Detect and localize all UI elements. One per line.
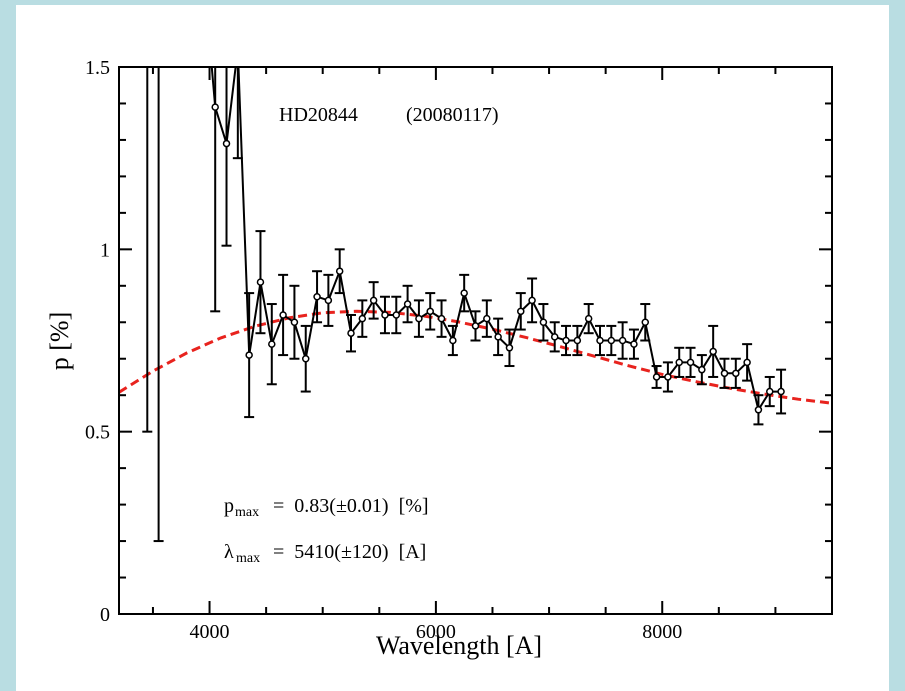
data-point: [573, 336, 582, 345]
data-point: [290, 318, 299, 327]
data-point: [607, 336, 616, 345]
data-point: [528, 296, 536, 305]
data-point: [381, 311, 389, 319]
data-point: [562, 336, 570, 345]
data-point: [335, 267, 344, 275]
data-point: [709, 347, 717, 356]
data-line: [210, 67, 782, 413]
data-point: [686, 358, 695, 367]
data-point: [754, 406, 763, 414]
data-point: [245, 351, 253, 359]
data-point: [392, 311, 401, 319]
data-point: [235, 46, 241, 52]
data-point: [630, 340, 638, 348]
data-point: [766, 387, 774, 396]
y-axis-label: p [%]: [45, 312, 74, 370]
data-point: [483, 314, 491, 323]
data-point: [618, 336, 627, 345]
data-point: [720, 369, 729, 378]
y-tick-label: 0: [100, 604, 110, 626]
data-point: [732, 369, 740, 378]
plot-frame: [118, 66, 833, 615]
y-tick-label: 1: [100, 239, 110, 261]
data-point: [324, 296, 333, 305]
data-point: [743, 358, 751, 367]
data-point: [539, 318, 548, 327]
data-point: [675, 358, 683, 367]
data-series-group: [142, 46, 787, 543]
lambda-max-symbol: λ: [224, 541, 234, 563]
x-tick-label: 4000: [190, 621, 230, 643]
data-point: [596, 336, 604, 345]
data-point: [211, 103, 219, 111]
pmax-symbol: p: [224, 495, 234, 517]
data-point: [437, 314, 446, 323]
data-point: [494, 333, 502, 341]
data-point: [449, 336, 457, 345]
pmax-value: = 0.83(±0.01) [%]: [273, 495, 429, 517]
data-point: [347, 329, 355, 337]
data-point: [279, 311, 287, 319]
data-point: [301, 354, 310, 363]
chart-panel: 4000 6000 8000 0 0.5 1 1.5 Wavelength [A] p [%…: [16, 5, 889, 691]
data-point: [664, 373, 672, 381]
y-tick-label: 1.5: [85, 57, 110, 79]
data-point: [471, 322, 480, 330]
object-name-annotation: HD20844: [279, 104, 358, 126]
data-point: [358, 314, 367, 323]
data-point: [313, 292, 321, 301]
lambda-max-annotation: λ max = 5410(±120) [A]: [224, 541, 426, 566]
x-tick-label: 8000: [642, 621, 682, 643]
x-tick-label: 6000: [416, 621, 456, 643]
lambda-max-subscript: max: [236, 551, 260, 566]
y-tick-label: 0.5: [85, 422, 110, 444]
pmax-subscript: max: [235, 505, 259, 520]
data-point: [550, 333, 559, 341]
data-point: [652, 373, 661, 381]
data-point: [517, 307, 525, 316]
fit-curve: [119, 309, 832, 405]
fit-curve-group: [119, 309, 832, 405]
data-point: [369, 296, 378, 305]
lambda-max-value: = 5410(±120) [A]: [273, 541, 426, 563]
data-point: [426, 307, 434, 316]
data-point: [415, 314, 423, 323]
data-point: [222, 139, 231, 148]
axis-ticks: [119, 66, 833, 615]
data-point: [584, 314, 593, 323]
data-point: [403, 300, 412, 308]
x-axis-label: Wavelength [A]: [376, 631, 542, 660]
pmax-annotation: p max = 0.83(±0.01) [%]: [224, 495, 429, 520]
polarization-chart: 4000 6000 8000 0 0.5 1 1.5 Wavelength [A] p [%…: [45, 46, 833, 660]
data-point: [460, 289, 468, 297]
data-point: [505, 344, 514, 352]
observation-date-annotation: (20080117): [406, 104, 499, 126]
data-point: [641, 318, 650, 327]
data-point: [268, 340, 276, 348]
data-point: [256, 278, 265, 286]
data-point: [698, 365, 706, 374]
axis-tick-labels: 4000 6000 8000 0 0.5 1 1.5: [85, 57, 682, 643]
data-point: [777, 387, 785, 396]
